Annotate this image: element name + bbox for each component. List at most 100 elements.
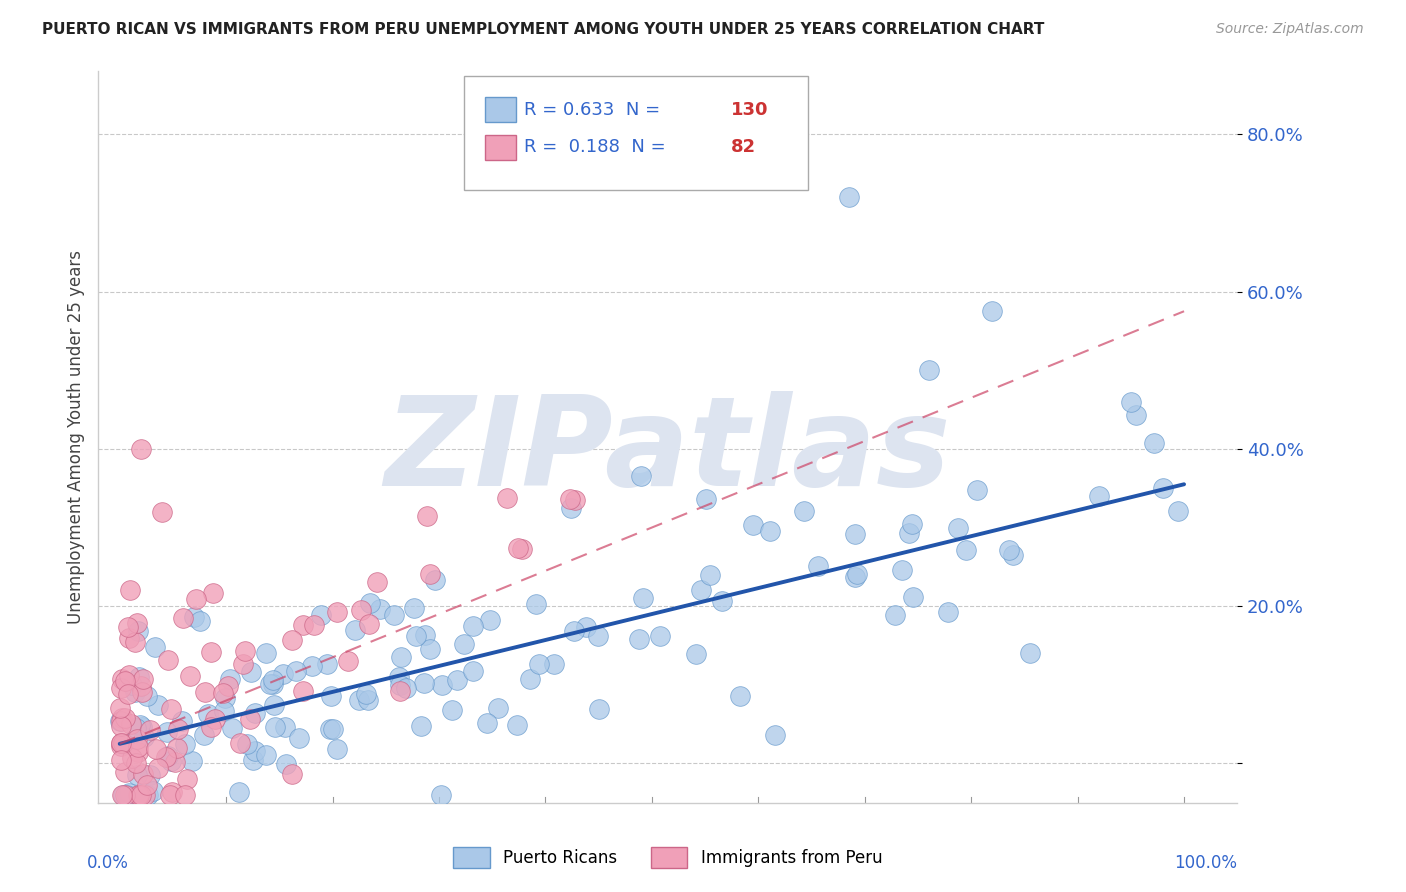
Point	[446, 673, 468, 687]
Point	[429, 788, 451, 802]
Point	[586, 630, 609, 644]
Point	[758, 524, 780, 538]
Point	[506, 541, 529, 555]
Point	[304, 617, 326, 632]
Point	[157, 749, 180, 764]
Point	[496, 491, 519, 505]
Point	[529, 657, 551, 672]
Point	[262, 673, 284, 688]
Point	[120, 583, 142, 598]
Text: 130: 130	[731, 101, 769, 119]
Point	[110, 753, 132, 767]
Text: PUERTO RICAN VS IMMIGRANTS FROM PERU UNEMPLOYMENT AMONG YOUTH UNDER 25 YEARS COR: PUERTO RICAN VS IMMIGRANTS FROM PERU UNE…	[42, 22, 1045, 37]
Point	[156, 725, 179, 739]
Point	[359, 596, 381, 610]
Point	[174, 737, 197, 751]
Point	[127, 624, 149, 639]
Point	[221, 721, 243, 735]
Point	[388, 670, 411, 684]
Point	[159, 788, 181, 802]
Point	[271, 667, 294, 681]
Point	[742, 518, 765, 533]
Point	[155, 749, 177, 764]
Point	[1088, 489, 1111, 503]
Point	[132, 767, 155, 781]
Point	[405, 629, 427, 643]
Point	[898, 525, 921, 540]
Point	[201, 586, 224, 600]
Point	[200, 645, 222, 659]
Text: 100.0%: 100.0%	[1174, 854, 1237, 872]
Point	[510, 542, 533, 557]
Point	[291, 683, 314, 698]
Point	[274, 720, 297, 734]
Point	[478, 613, 501, 627]
Point	[114, 711, 136, 725]
Point	[114, 673, 136, 688]
Point	[131, 720, 153, 734]
Point	[326, 605, 349, 619]
Point	[627, 632, 650, 647]
Point	[129, 679, 152, 693]
Point	[838, 190, 860, 204]
Point	[981, 304, 1004, 318]
Point	[165, 755, 187, 769]
Point	[519, 672, 541, 686]
Point	[357, 693, 380, 707]
Point	[575, 620, 598, 634]
Point	[413, 628, 436, 642]
Point	[117, 687, 139, 701]
Point	[139, 768, 162, 782]
Point	[212, 704, 235, 718]
Point	[1142, 436, 1164, 450]
Point	[506, 717, 529, 731]
Point	[115, 788, 138, 802]
Point	[108, 701, 131, 715]
Point	[128, 718, 150, 732]
Point	[179, 669, 201, 683]
Point	[955, 543, 977, 558]
Point	[200, 721, 222, 735]
Point	[256, 646, 278, 660]
Point	[124, 635, 146, 649]
Point	[160, 754, 183, 768]
Point	[368, 602, 391, 616]
Point	[844, 527, 866, 541]
Point	[461, 619, 484, 633]
Text: R = 0.633  N =: R = 0.633 N =	[524, 101, 666, 119]
Point	[114, 788, 136, 802]
Point	[1119, 394, 1142, 409]
Point	[419, 641, 441, 656]
Point	[219, 672, 242, 686]
Point	[232, 657, 254, 671]
Point	[128, 670, 150, 684]
Point	[110, 719, 132, 733]
Point	[125, 721, 148, 735]
Point	[174, 788, 197, 802]
Point	[389, 650, 412, 665]
Point	[630, 469, 652, 483]
Point	[453, 637, 475, 651]
Point	[948, 520, 970, 534]
Point	[139, 723, 162, 738]
Point	[319, 689, 342, 703]
Point	[188, 614, 211, 628]
Point	[588, 702, 610, 716]
Point	[142, 784, 165, 798]
Point	[524, 597, 547, 611]
Point	[966, 483, 988, 498]
Point	[562, 624, 585, 638]
Point	[419, 567, 441, 582]
Point	[194, 685, 217, 699]
Point	[128, 788, 150, 802]
Point	[125, 768, 148, 782]
Text: 82: 82	[731, 138, 756, 156]
Point	[166, 722, 188, 736]
Point	[243, 744, 266, 758]
Point	[112, 737, 135, 751]
Point	[193, 728, 215, 742]
Point	[936, 605, 959, 619]
Point	[402, 600, 425, 615]
Point	[131, 672, 153, 686]
Point	[309, 607, 332, 622]
